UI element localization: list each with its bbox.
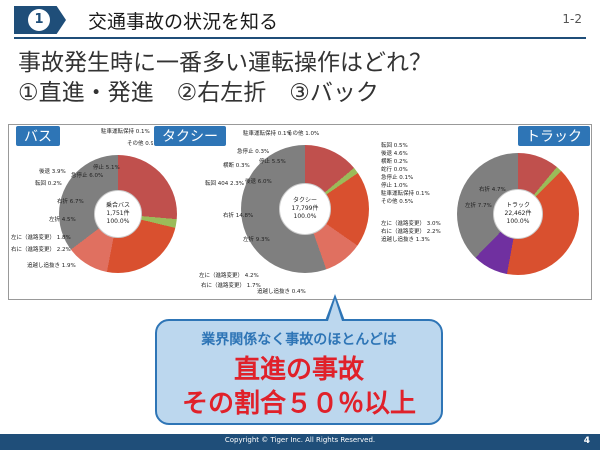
- bus-donut-center: 乗合バス 1,751件 100.0%: [94, 190, 142, 238]
- callout-headline-2: その割合５０％以上: [181, 389, 416, 419]
- bus-center-line-2: 1,751件: [106, 210, 130, 217]
- truck-label-0: 転回 0.5%: [381, 143, 408, 149]
- question-line-2: ①直進・発進 ②右左折 ③バック: [18, 80, 379, 106]
- question-line-1: 事故発生時に一番多い運転操作はどれ？: [18, 50, 432, 76]
- truck-donut-center: トラック 22,462件 100.0%: [493, 189, 543, 239]
- truck-label-1: 後退 4.6%: [381, 151, 408, 157]
- taxi-donut-chart: タクシー 17,799件 100.0%: [241, 145, 369, 273]
- taxi-center-line-1: タクシー: [292, 197, 317, 204]
- truck-center-line-3: 100.0%: [506, 218, 530, 225]
- page-number: 4: [583, 436, 590, 446]
- bus-donut-chart: 乗合バス 1,751件 100.0%: [59, 155, 177, 273]
- callout-subtitle: 業界関係なく事故のほとんどは: [201, 332, 397, 348]
- page-reference: 1-2: [562, 12, 582, 26]
- taxi-label-4: 横断 0.3%: [223, 163, 250, 169]
- section-header: 1 交通事故の状況を知る: [14, 6, 494, 34]
- taxi-center-line-2: 17,799件: [291, 205, 319, 212]
- bus-label-2: 停止 5.1%: [93, 165, 120, 171]
- truck-label-7: その他 0.5%: [381, 199, 414, 205]
- taxi-label-7: 右折 14.8%: [223, 213, 254, 219]
- bus-label-10: 追越し追抜き 1.9%: [27, 263, 76, 269]
- bus-label-1: その他 0.9%: [127, 141, 160, 147]
- truck-center-line-2: 22,462件: [504, 210, 532, 217]
- taxi-label-3: 急停止 0.3%: [237, 149, 270, 155]
- truck-label-6: 駐車運転保持 0.1%: [381, 191, 430, 197]
- truck-center-line-1: トラック: [505, 202, 530, 209]
- truck-label-3: 蛇行 0.0%: [381, 167, 408, 173]
- callout-tail-inner: [328, 299, 342, 321]
- taxi-label-9: 左に（進路変更） 4.2%: [199, 273, 259, 279]
- taxi-label-6: 後退 6.0%: [245, 179, 272, 185]
- bus-label-8: 左に（進路変更） 1.8%: [11, 235, 71, 241]
- truck-label-9: 左折 7.7%: [465, 203, 492, 209]
- taxi-label-8: 左折 9.3%: [243, 237, 270, 243]
- conclusion-callout: 業界関係なく事故のほとんどは 直進の事故 その割合５０％以上: [155, 319, 443, 425]
- bus-label-7: 左折 4.5%: [49, 217, 76, 223]
- truck-label-11: 右に（進路変更） 2.2%: [381, 229, 441, 235]
- bus-tag: バス: [15, 125, 61, 147]
- bus-center-line-1: 乗合バス: [105, 202, 130, 209]
- bus-label-9: 右に（進路変更） 2.2%: [11, 247, 71, 253]
- taxi-label-10: 右に（進路変更） 1.7%: [201, 283, 261, 289]
- truck-donut-chart: トラック 22,462件 100.0%: [457, 153, 579, 275]
- footer-bar: Copyright © Tiger Inc. All Rights Reserv…: [0, 434, 600, 450]
- bus-center-line-3: 100.0%: [106, 218, 130, 225]
- truck-label-12: 追越し追抜き 1.3%: [381, 237, 430, 243]
- taxi-donut-center: タクシー 17,799件 100.0%: [279, 183, 331, 235]
- truck-tag: トラック: [517, 125, 591, 147]
- callout-headline-1: 直進の事故: [233, 355, 364, 385]
- taxi-center-line-3: 100.0%: [293, 213, 317, 220]
- bus-label-4: 後退 3.9%: [39, 169, 66, 175]
- taxi-label-0: 駐車運転保持 0.1%: [243, 131, 292, 137]
- taxi-label-5: 転回 404 2.3%: [205, 181, 244, 187]
- copyright-text: Copyright © Tiger Inc. All Rights Reserv…: [224, 436, 376, 444]
- header-divider: [14, 37, 586, 39]
- taxi-label-2: 停止 5.5%: [259, 159, 286, 165]
- bus-label-3: 急停止 6.0%: [71, 173, 104, 179]
- truck-label-8: 右折 4.7%: [479, 187, 506, 193]
- truck-label-5: 停止 1.0%: [381, 183, 408, 189]
- truck-label-4: 急停止 0.1%: [381, 175, 414, 181]
- taxi-label-11: 追越し追抜き 0.4%: [257, 289, 306, 295]
- bus-label-5: 転回 0.2%: [35, 181, 62, 187]
- bus-label-6: 右折 6.7%: [57, 199, 84, 205]
- section-number: 1: [28, 9, 50, 31]
- truck-label-2: 横断 0.2%: [381, 159, 408, 165]
- taxi-tag: タクシー: [153, 125, 227, 147]
- truck-label-10: 左に（進路変更） 3.0%: [381, 221, 441, 227]
- taxi-label-1: その他 1.0%: [287, 131, 320, 137]
- bus-label-0: 駐車運転保持 0.1%: [101, 129, 150, 135]
- chart-panel: バス 乗合バス 1,751件 100.0% 駐車運転保持 0.1% その他 0.…: [8, 124, 592, 300]
- question-text: 事故発生時に一番多い運転操作はどれ？ ①直進・発進 ②右左折 ③バック: [18, 48, 432, 108]
- section-title: 交通事故の状況を知る: [88, 11, 279, 33]
